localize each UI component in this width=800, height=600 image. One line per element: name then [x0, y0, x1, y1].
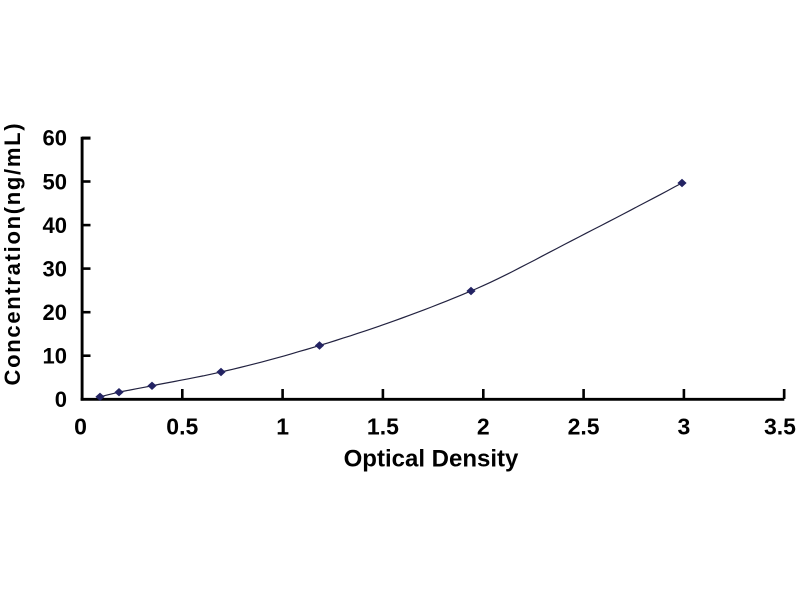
- svg-text:40: 40: [43, 213, 67, 238]
- svg-text:30: 30: [43, 256, 67, 281]
- svg-text:50: 50: [43, 169, 67, 194]
- svg-text:0: 0: [55, 387, 67, 412]
- svg-text:2.5: 2.5: [568, 414, 600, 440]
- svg-text:Optical Density: Optical Density: [344, 445, 519, 472]
- svg-text:60: 60: [43, 126, 67, 151]
- svg-text:1: 1: [276, 414, 289, 440]
- svg-text:1.5: 1.5: [367, 414, 399, 440]
- svg-text:3: 3: [678, 414, 691, 440]
- svg-text:2: 2: [477, 414, 490, 440]
- svg-text:20: 20: [43, 300, 67, 325]
- svg-text:Concentration(ng/mL): Concentration(ng/mL): [0, 122, 25, 386]
- svg-text:10: 10: [43, 344, 67, 369]
- svg-text:0: 0: [74, 414, 87, 440]
- svg-text:3.5: 3.5: [764, 414, 796, 440]
- svg-text:0.5: 0.5: [166, 414, 198, 440]
